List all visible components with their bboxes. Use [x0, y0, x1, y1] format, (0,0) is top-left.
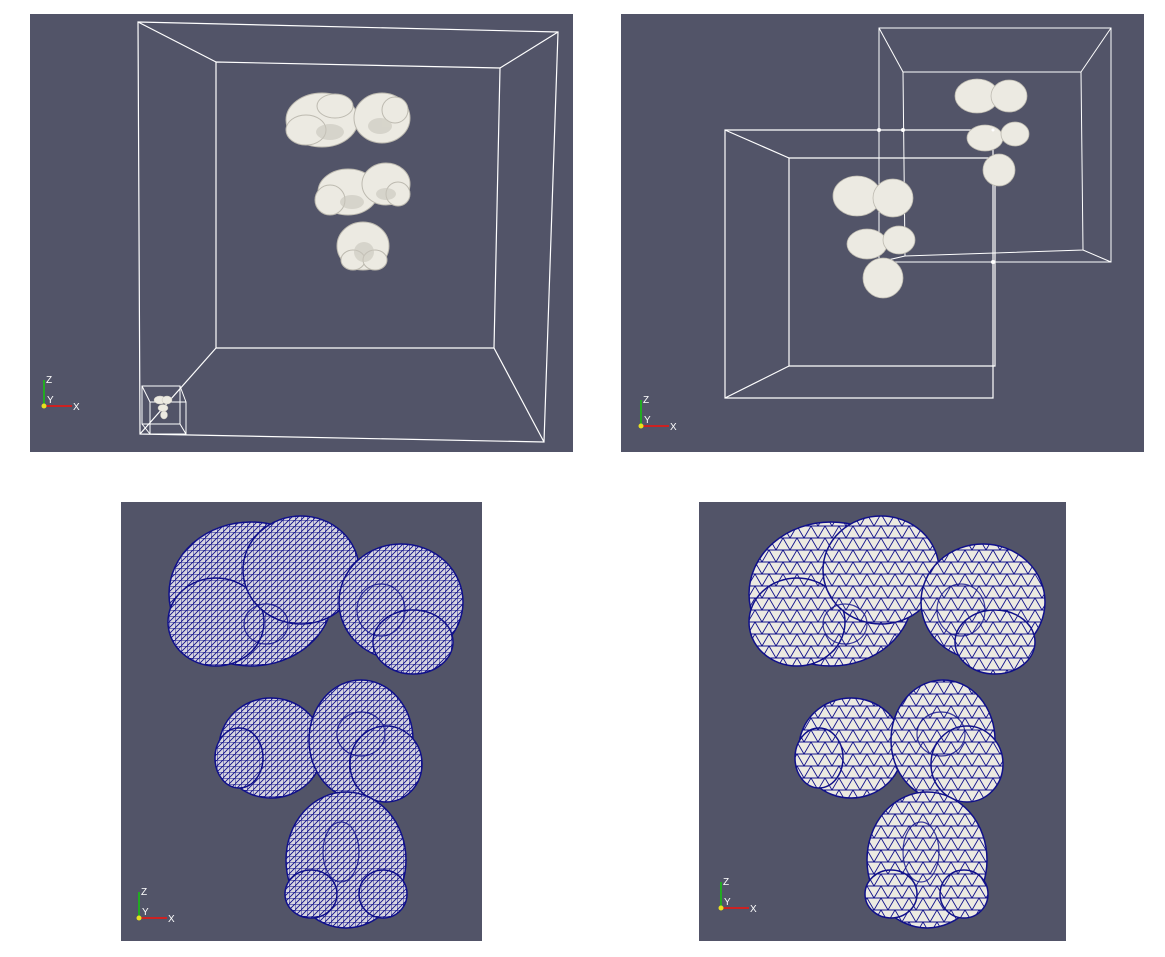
mesh-wireframe-dense: [167, 515, 464, 929]
mesh-surface-with-edges: [748, 515, 1046, 929]
axis-label-z: Z: [723, 877, 729, 888]
orientation-axes-bottom-right: Z Y X: [718, 877, 757, 915]
orientation-axes-bottom-left: Z Y X: [136, 887, 175, 925]
axis-label-x: X: [750, 904, 757, 915]
axis-label-z: Z: [643, 395, 649, 406]
mesh-contours: [822, 583, 986, 883]
orientation-axes-top-right: Z Y X: [638, 395, 677, 433]
axis-label-x: X: [73, 402, 80, 413]
molecule-shading: [316, 118, 396, 262]
viewport-top-left[interactable]: Z Y X: [30, 14, 573, 452]
axis-label-y: Y: [644, 415, 651, 426]
orientation-axes-top-left: Z Y X: [41, 375, 80, 413]
mesh-contours: [243, 583, 406, 883]
molecule-tiny: [153, 395, 173, 420]
molecule-surface: [285, 92, 411, 271]
viewport-top-right[interactable]: Z Y X: [621, 14, 1144, 452]
axis-label-z: Z: [46, 375, 52, 386]
axis-label-x: X: [670, 422, 677, 433]
axis-label-z: Z: [141, 887, 147, 898]
scene-bottom-right: [748, 515, 1046, 929]
molecule-back: [954, 78, 1030, 187]
molecule-front: [832, 175, 916, 299]
outline-box-front: [724, 129, 996, 399]
box-intersection-highlights: [877, 128, 995, 264]
scene-top-left: [137, 21, 559, 443]
viewport-bottom-left[interactable]: Z Y X: [121, 502, 482, 941]
axis-label-y: Y: [724, 897, 731, 908]
axis-label-y: Y: [142, 907, 149, 918]
axis-label-y: Y: [47, 395, 54, 406]
scene-bottom-left: [167, 515, 464, 929]
axis-label-x: X: [168, 914, 175, 925]
outline-box-small: [141, 385, 187, 435]
outline-box-large: [137, 21, 559, 443]
viewport-bottom-right[interactable]: Z Y X: [699, 502, 1066, 941]
scene-top-right: [724, 27, 1112, 399]
